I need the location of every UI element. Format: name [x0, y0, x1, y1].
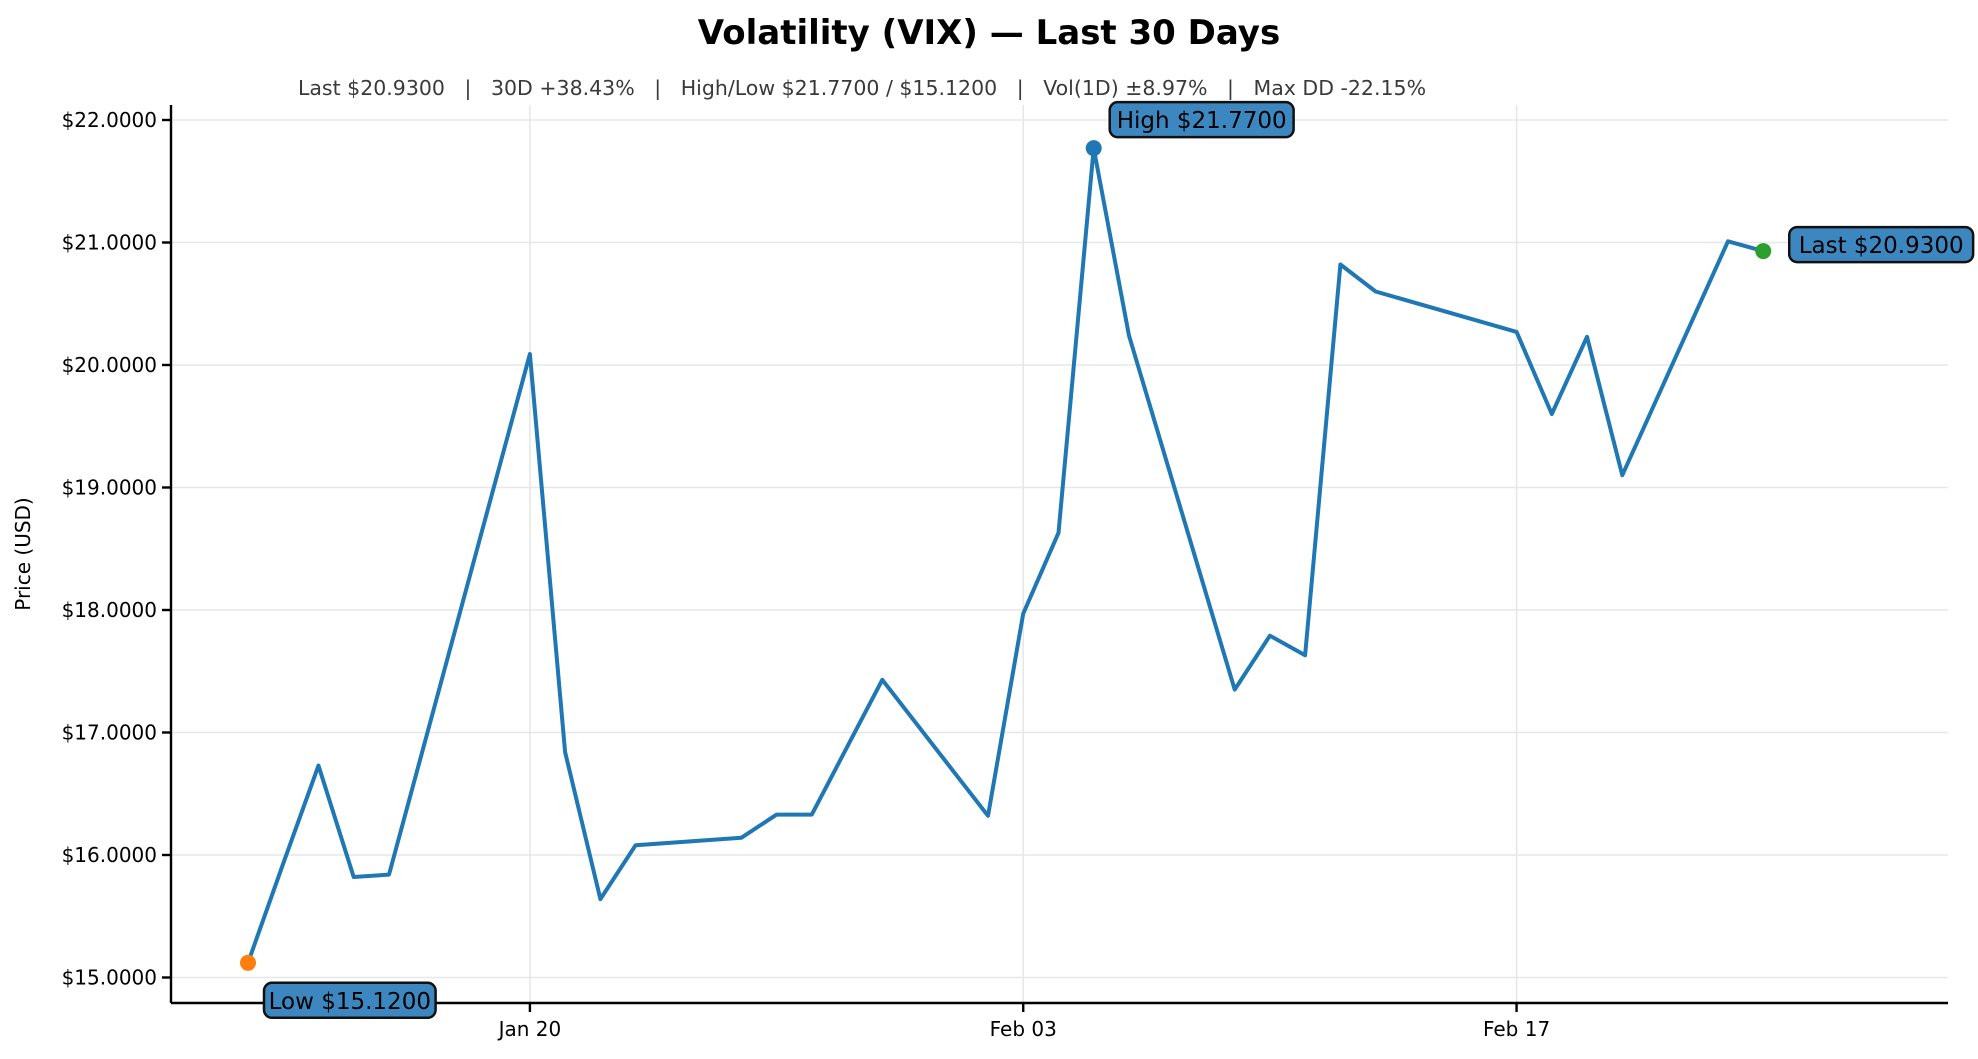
annotations: High $21.7700 Low $15.1200 Last $20.9300: [240, 100, 1975, 1020]
y-tick-label: $15.0000: [62, 966, 157, 990]
last-marker-dot: [1755, 243, 1772, 260]
price-series: [246, 146, 1766, 965]
low-annotation-label: Low $15.1200: [269, 989, 431, 1015]
high-annotation-label: High $21.7700: [1117, 108, 1287, 134]
x-tick-label: Feb 17: [1483, 1017, 1550, 1041]
price-line: [246, 146, 1766, 965]
chart-title: Volatility (VIX) — Last 30 Days: [698, 13, 1280, 53]
y-tick-label: $19.0000: [62, 476, 157, 500]
x-tick-label: Jan 20: [497, 1017, 562, 1041]
y-axis-label: Price (USD): [11, 497, 35, 611]
last-annotation-label: Last $20.9300: [1799, 233, 1964, 259]
last-annotation-box: [1787, 225, 1975, 264]
y-tick-label: $22.0000: [62, 108, 157, 132]
y-tick-label: $20.0000: [62, 353, 157, 377]
x-tick-label: Feb 03: [990, 1017, 1057, 1041]
y-tick-label: $16.0000: [62, 843, 157, 867]
low-marker-dot: [240, 954, 256, 971]
high-annotation-box: [1108, 100, 1295, 139]
gridlines: [171, 105, 1948, 1003]
axes: $15.0000 $16.0000 $17.0000 $18.0000 $19.0000…: [62, 105, 1948, 1041]
high-marker-dot: [1085, 140, 1102, 157]
low-annotation-box: [262, 981, 437, 1020]
y-tick-label: $21.0000: [62, 231, 157, 255]
chart-subtitle-stats: Last $20.9300 | 30D +38.43% | High/Low $…: [298, 76, 1426, 101]
y-tick-label: $18.0000: [62, 598, 157, 622]
y-tick-label: $17.0000: [62, 721, 157, 745]
